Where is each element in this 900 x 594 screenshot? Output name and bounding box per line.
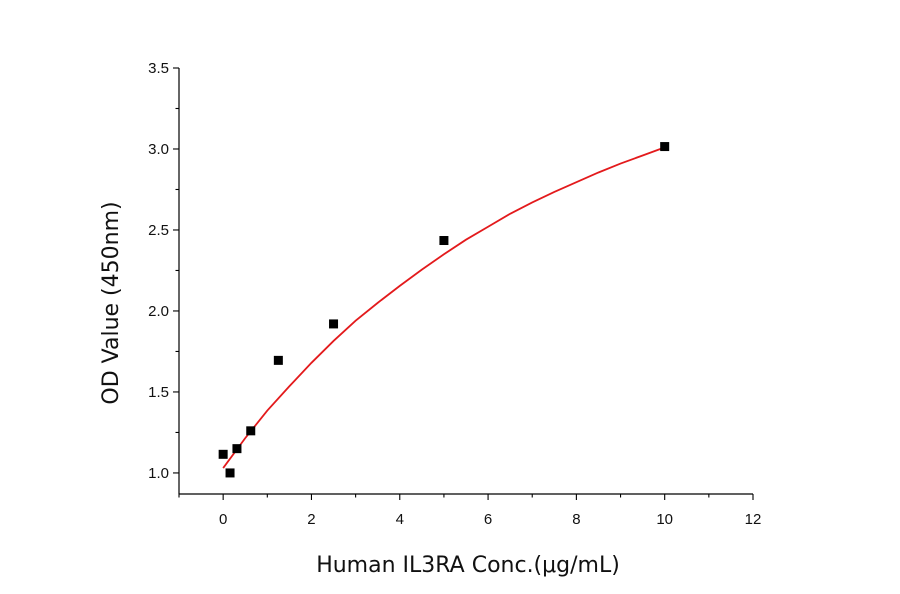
- data-point: [660, 142, 670, 152]
- y-tick-label: 2.0: [148, 303, 169, 320]
- x-tick-label: 6: [484, 511, 492, 528]
- x-tick-label: 12: [745, 511, 762, 528]
- x-tick-label: 10: [656, 511, 673, 528]
- fit-curve: [222, 146, 666, 469]
- x-tick-label: 0: [219, 511, 227, 528]
- x-tick-label: 2: [307, 511, 315, 528]
- data-points-layer: [218, 142, 670, 478]
- y-tick-label: 1.0: [148, 465, 169, 482]
- y-tick-label: 1.5: [148, 384, 169, 401]
- data-point: [439, 236, 449, 246]
- y-tick-label: 2.5: [148, 222, 169, 239]
- axes: 0 2 4 6 8 10 12 1.0 1.5 2.0 2.5 3.0 3.5: [148, 60, 761, 528]
- data-point: [232, 444, 242, 454]
- y-tick-label: 3.0: [148, 141, 169, 158]
- x-axis-title: Human IL3RA Conc.(μg/mL): [316, 553, 620, 578]
- y-axis-title: OD Value (450nm): [99, 201, 124, 404]
- x-tick-label: 8: [572, 511, 580, 528]
- data-point: [329, 319, 339, 329]
- fit-curve-layer: [222, 146, 666, 469]
- x-tick-label: 4: [396, 511, 404, 528]
- data-point: [218, 449, 228, 459]
- data-point: [246, 426, 256, 436]
- data-point: [225, 468, 235, 478]
- y-tick-label: 3.5: [148, 60, 169, 77]
- data-point: [273, 355, 283, 365]
